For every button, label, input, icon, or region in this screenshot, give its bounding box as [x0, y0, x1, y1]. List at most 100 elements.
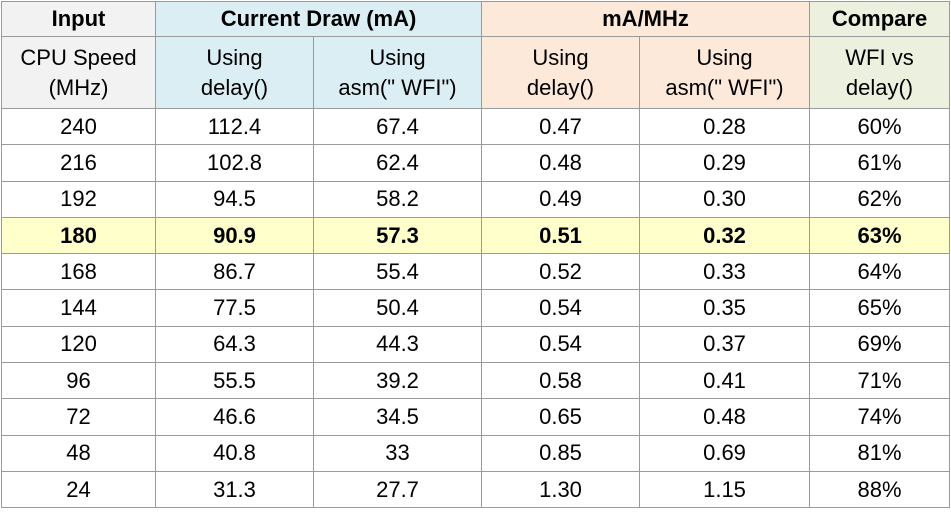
table-row: 192 94.5 58.2 0.49 0.30 62% [1, 180, 951, 218]
cell-current-wfi: 44.3 [312, 325, 483, 364]
cell-current-delay: 31.3 [155, 470, 314, 509]
cell-compare: 71% [809, 362, 951, 400]
cell-ratio-delay: 0.52 [481, 253, 641, 291]
cell-compare: 88% [809, 470, 951, 509]
sub-header-line: delay() [526, 74, 595, 100]
cell-cpu-speed: 96 [1, 362, 156, 400]
cell-ratio-wfi: 0.29 [639, 144, 811, 182]
cell-current-delay: 102.8 [155, 144, 314, 182]
cell-current-delay: 46.6 [155, 398, 314, 436]
table-row: 48 40.8 33 0.85 0.69 81% [1, 434, 951, 472]
cell-ratio-wfi: 0.28 [639, 107, 811, 146]
table-row-highlighted: 180 90.9 57.3 0.51 0.32 63% [1, 216, 951, 255]
cell-cpu-speed: 168 [1, 253, 156, 291]
cell-ratio-delay: 0.85 [481, 434, 641, 472]
cell-cpu-speed: 216 [1, 144, 156, 182]
cell-compare: 60% [809, 107, 951, 146]
cell-ratio-wfi: 1.15 [639, 470, 811, 509]
sub-header-line: WFI vs [845, 44, 914, 70]
cell-current-delay: 40.8 [155, 434, 314, 472]
cell-ratio-delay: 0.51 [481, 216, 641, 255]
cell-ratio-wfi: 0.32 [639, 216, 811, 255]
cell-ratio-wfi: 0.35 [639, 289, 811, 327]
cell-cpu-speed: 192 [1, 180, 156, 218]
cell-compare: 74% [809, 398, 951, 436]
sub-header-line: (MHz) [48, 74, 109, 100]
cell-compare: 61% [809, 144, 951, 182]
cell-cpu-speed: 144 [1, 289, 156, 327]
cell-ratio-delay: 0.48 [481, 144, 641, 182]
sub-header-line: Using [369, 44, 426, 70]
cell-ratio-delay: 0.47 [481, 107, 641, 146]
cell-ratio-wfi: 0.33 [639, 253, 811, 291]
cell-current-wfi: 39.2 [312, 362, 483, 400]
cell-current-delay: 86.7 [155, 253, 314, 291]
cell-cpu-speed: 180 [1, 216, 156, 255]
sub-header-line: delay() [845, 74, 914, 100]
cell-ratio-wfi: 0.48 [639, 398, 811, 436]
group-header-current-draw: Current Draw (mA) [154, 1, 483, 37]
table-row: 24 31.3 27.7 1.30 1.15 88% [1, 470, 951, 509]
cell-current-wfi: 62.4 [312, 144, 483, 182]
cell-current-delay: 77.5 [155, 289, 314, 327]
cell-current-wfi: 58.2 [312, 180, 483, 218]
cell-current-wfi: 57.3 [312, 216, 483, 255]
cell-current-delay: 112.4 [155, 107, 314, 146]
cell-current-wfi: 27.7 [312, 470, 483, 509]
cell-current-delay: 94.5 [155, 180, 314, 218]
sub-header-cpu-speed: CPU Speed (MHz) [1, 36, 156, 109]
sub-header-line: CPU Speed [20, 44, 137, 70]
cell-cpu-speed: 240 [1, 107, 156, 146]
sub-header-current-wfi: Using asm(" WFI") [312, 36, 483, 109]
cell-ratio-delay: 0.65 [481, 398, 641, 436]
cell-current-wfi: 67.4 [312, 107, 483, 146]
sub-header-row: CPU Speed (MHz) Using delay() Using asm(… [1, 36, 951, 109]
cell-ratio-wfi: 0.69 [639, 434, 811, 472]
group-header-row: Input Current Draw (mA) mA/MHz Compare [1, 1, 951, 37]
sub-header-line: Using [696, 44, 753, 70]
cell-compare: 64% [809, 253, 951, 291]
cell-current-delay: 55.5 [155, 362, 314, 400]
cell-ratio-wfi: 0.37 [639, 325, 811, 364]
cell-current-wfi: 33 [312, 434, 483, 472]
cell-compare: 81% [809, 434, 951, 472]
cell-ratio-delay: 0.49 [481, 180, 641, 218]
sub-header-ratio-wfi: Using asm(" WFI") [639, 36, 811, 109]
cell-current-wfi: 55.4 [312, 253, 483, 291]
cell-current-wfi: 34.5 [312, 398, 483, 436]
table-body: 240 112.4 67.4 0.47 0.28 60% 216 102.8 6… [1, 107, 951, 509]
table-row: 96 55.5 39.2 0.58 0.41 71% [1, 362, 951, 400]
sub-header-current-delay: Using delay() [155, 36, 314, 109]
sub-header-line: asm(" WFI") [338, 74, 457, 100]
sub-header-line: Using [532, 44, 589, 70]
cell-ratio-delay: 0.54 [481, 325, 641, 364]
cell-ratio-delay: 0.58 [481, 362, 641, 400]
cell-cpu-speed: 48 [1, 434, 156, 472]
cell-cpu-speed: 120 [1, 325, 156, 364]
table-row: 72 46.6 34.5 0.65 0.48 74% [1, 398, 951, 436]
cell-ratio-wfi: 0.30 [639, 180, 811, 218]
cell-current-wfi: 50.4 [312, 289, 483, 327]
sub-header-compare: WFI vs delay() [809, 36, 951, 109]
cpu-current-table: Input Current Draw (mA) mA/MHz Compare C… [1, 1, 951, 509]
cell-cpu-speed: 72 [1, 398, 156, 436]
sub-header-ratio-delay: Using delay() [481, 36, 641, 109]
cell-compare: 69% [809, 325, 951, 364]
cell-cpu-speed: 24 [1, 470, 156, 509]
table-row: 120 64.3 44.3 0.54 0.37 69% [1, 325, 951, 364]
sub-header-line: delay() [200, 74, 269, 100]
cell-compare: 65% [809, 289, 951, 327]
cell-ratio-wfi: 0.41 [639, 362, 811, 400]
sub-header-line: asm(" WFI") [665, 74, 784, 100]
sub-header-line: Using [206, 44, 263, 70]
table-row: 168 86.7 55.4 0.52 0.33 64% [1, 253, 951, 291]
cell-compare: 63% [809, 216, 951, 255]
table-row: 240 112.4 67.4 0.47 0.28 60% [1, 107, 951, 146]
group-header-compare: Compare [809, 1, 951, 37]
table-row: 216 102.8 62.4 0.48 0.29 61% [1, 144, 951, 182]
cell-ratio-delay: 0.54 [481, 289, 641, 327]
cell-current-delay: 64.3 [155, 325, 314, 364]
group-header-input: Input [1, 1, 156, 37]
cell-current-delay: 90.9 [155, 216, 314, 255]
cell-compare: 62% [809, 180, 951, 218]
